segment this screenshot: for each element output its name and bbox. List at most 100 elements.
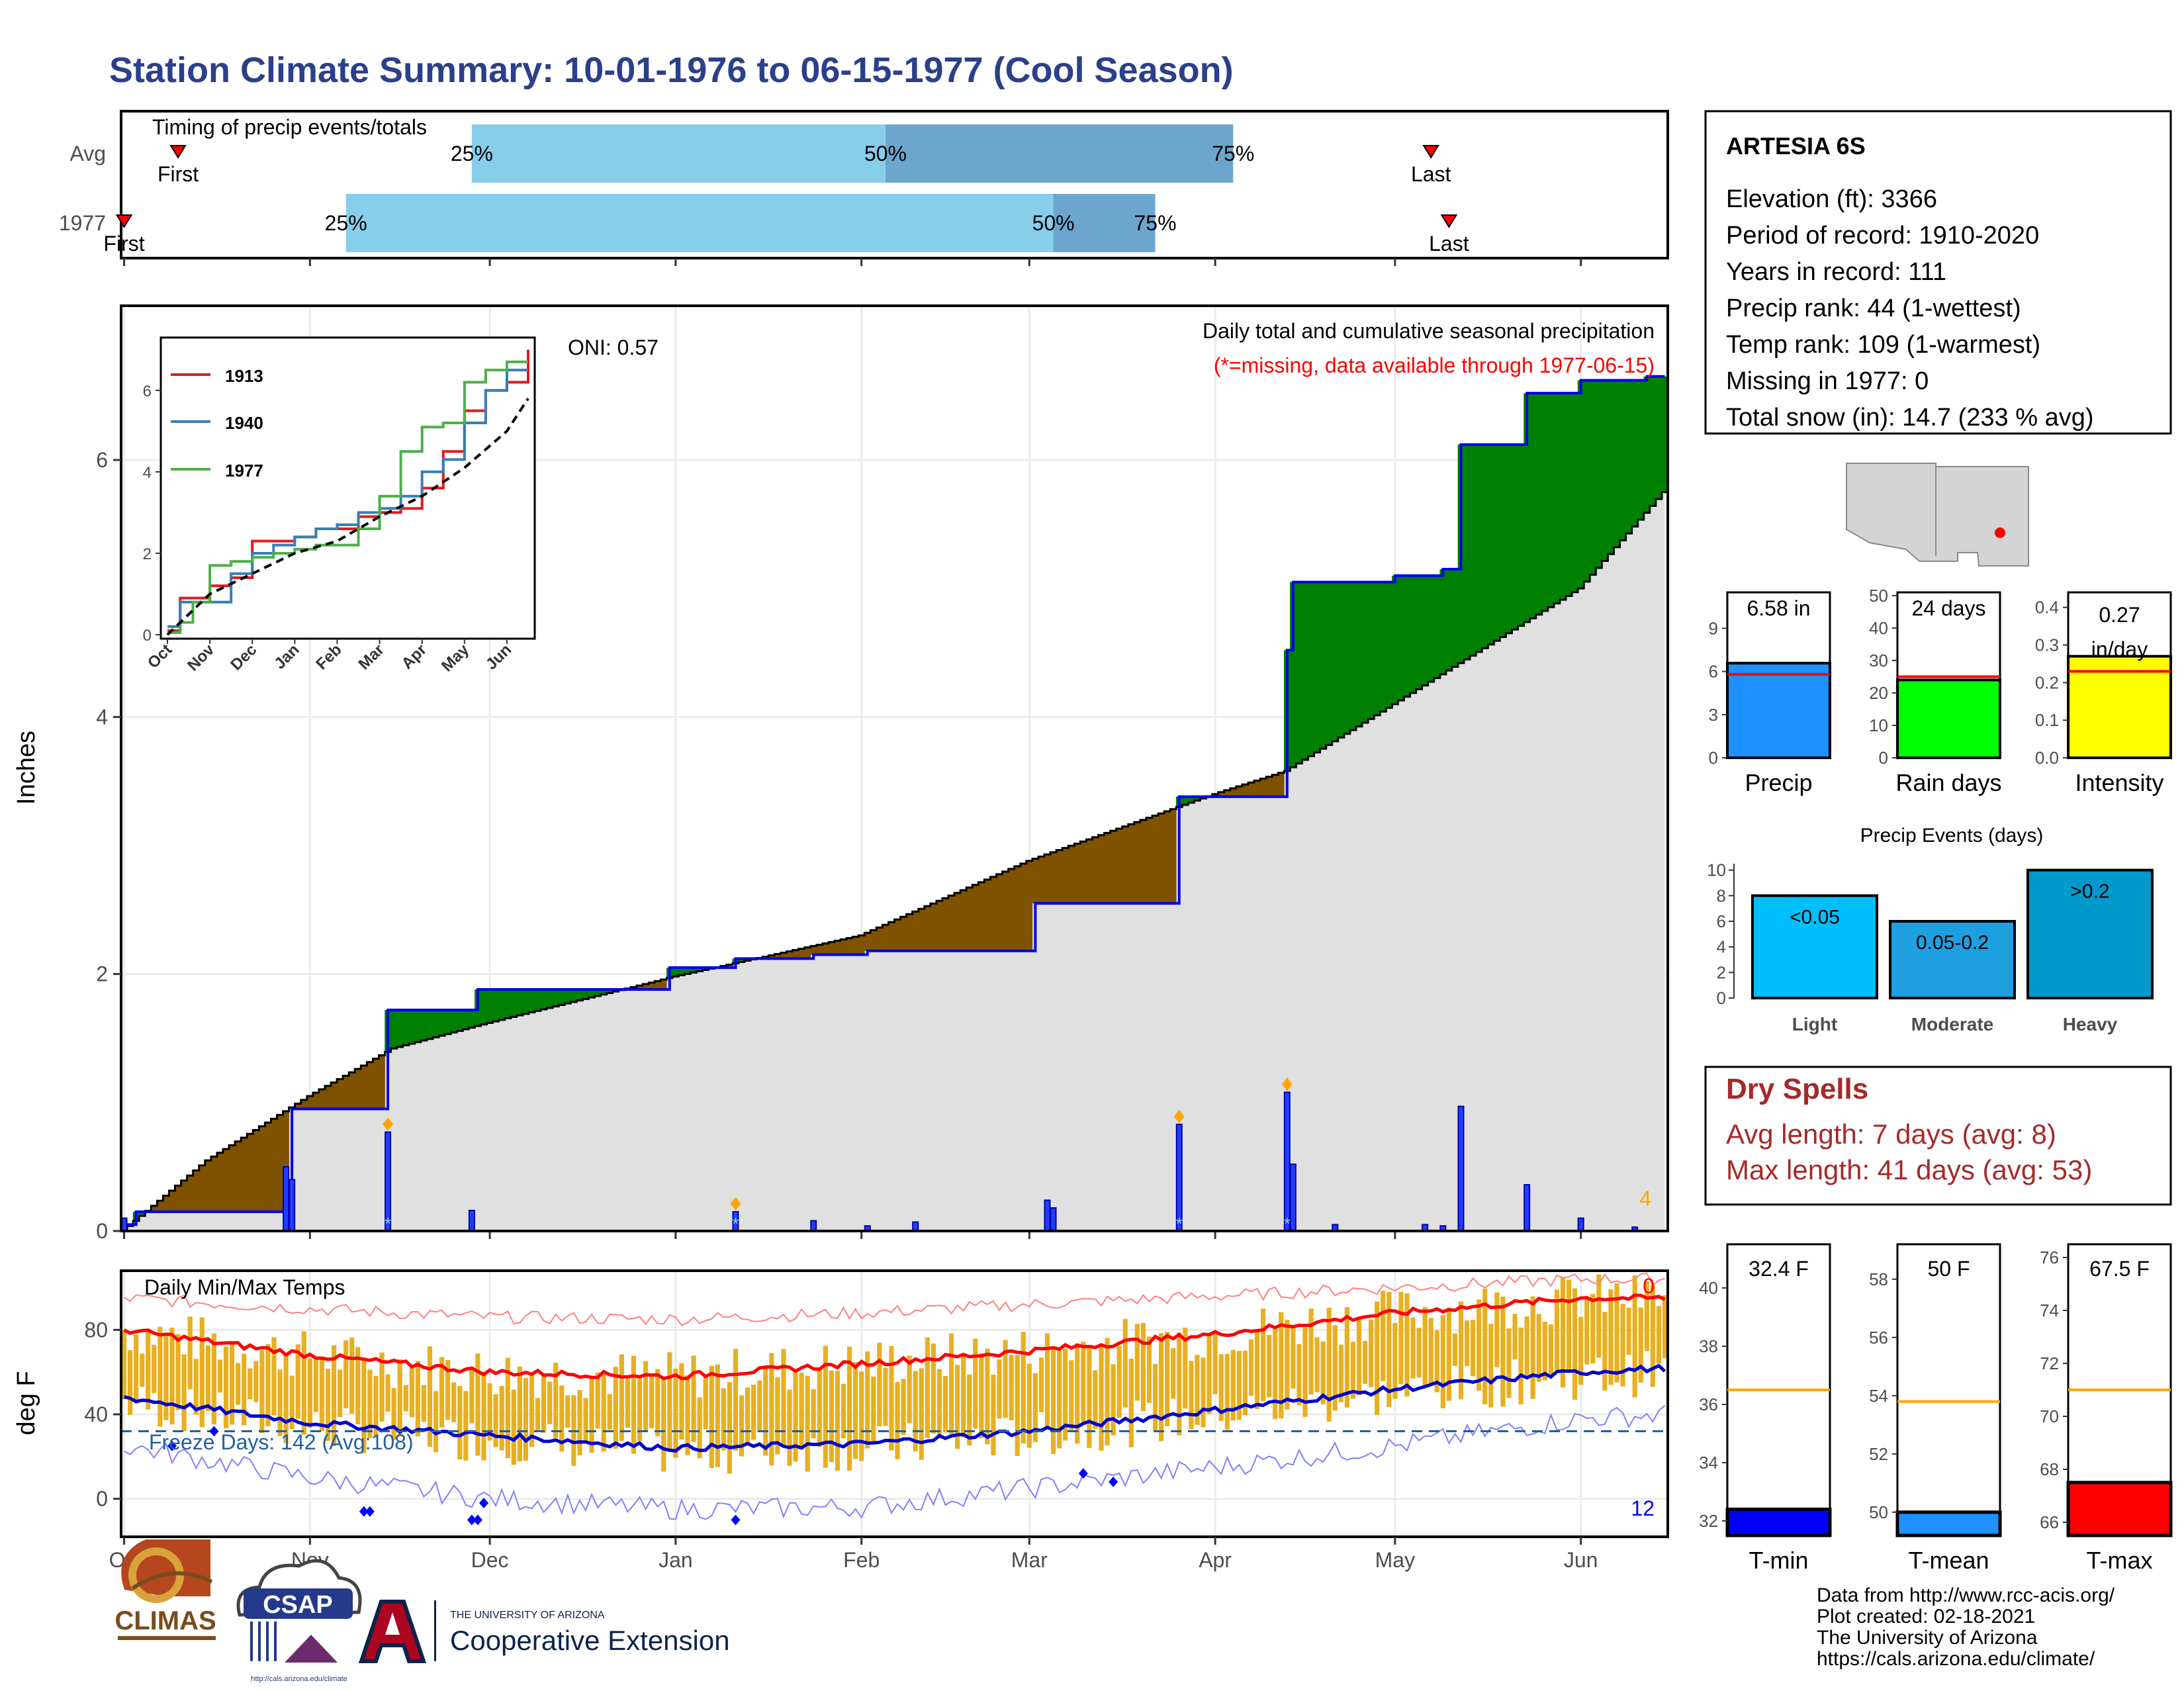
temp-bar-tick-label: 68 bbox=[2040, 1459, 2059, 1479]
daily-temp-bar bbox=[1531, 1297, 1535, 1399]
departure-fill-day bbox=[1296, 582, 1302, 763]
departure-fill-day bbox=[1374, 582, 1381, 715]
ua-logo-big-text: Cooperative Extension bbox=[450, 1625, 730, 1656]
precip-events-bar-label: 0.05-0.2 bbox=[1916, 932, 1989, 954]
summary-bar-value bbox=[1897, 680, 2000, 758]
daily-temp-bar bbox=[1093, 1370, 1097, 1429]
departure-fill-day bbox=[1068, 846, 1075, 903]
daily-temp-bar bbox=[614, 1367, 618, 1449]
summary-bar-category-label: Precip bbox=[1745, 769, 1812, 796]
departure-fill-day bbox=[1056, 850, 1063, 903]
daily-temp-bar bbox=[602, 1373, 606, 1451]
events-y-tick-label: 4 bbox=[1717, 937, 1726, 957]
temp-bar-category-label: T-max bbox=[2086, 1547, 2152, 1574]
precip-y-tick-label: 6 bbox=[96, 448, 108, 472]
daily-temp-bar bbox=[757, 1381, 762, 1432]
daily-temp-bar bbox=[679, 1363, 684, 1440]
daily-temp-bar bbox=[302, 1332, 306, 1435]
departure-fill-day bbox=[1320, 582, 1326, 749]
precip-missing-note: (*=missing, data available through 1977-… bbox=[1214, 353, 1655, 377]
timing-q50-label: 50% bbox=[1032, 211, 1075, 235]
temp-bar-tick-label: 34 bbox=[1699, 1453, 1718, 1473]
daily-temp-bar bbox=[314, 1359, 318, 1412]
departure-fill-day bbox=[259, 1126, 265, 1212]
csap-url: http://cals.arizona.edu/climate bbox=[251, 1675, 347, 1683]
daily-temp-bar bbox=[128, 1350, 132, 1415]
departure-fill-day bbox=[1625, 381, 1632, 533]
daily-temp-bar bbox=[565, 1395, 570, 1428]
daily-temp-bar bbox=[271, 1337, 276, 1415]
daily-temp-bar bbox=[277, 1369, 282, 1436]
daily-temp-bar bbox=[1494, 1293, 1499, 1367]
daily-temp-bar bbox=[937, 1369, 942, 1439]
daily-temp-bar bbox=[835, 1371, 840, 1471]
departure-fill-day bbox=[229, 1145, 236, 1212]
departure-fill-day bbox=[1020, 864, 1026, 951]
summary-bar-tick-label: 50 bbox=[1869, 586, 1888, 606]
departure-fill-day bbox=[978, 882, 985, 951]
departure-fill-day bbox=[1535, 393, 1542, 615]
departure-fill-day bbox=[469, 1010, 475, 1028]
freeze-days-label: Freeze Days: 142 (Avg:108) bbox=[149, 1430, 414, 1454]
daily-temp-bar bbox=[1410, 1318, 1415, 1379]
departure-fill-day bbox=[498, 989, 505, 1020]
departure-fill-day bbox=[1104, 833, 1111, 903]
credits-block: Data from http://www.rcc-acis.org/ Plot … bbox=[1817, 1584, 2115, 1670]
departure-fill-day bbox=[1164, 811, 1171, 903]
departure-fill-day bbox=[343, 1075, 349, 1109]
temp-bar-value bbox=[2068, 1483, 2171, 1535]
temp-bar-category-label: T-mean bbox=[1908, 1547, 1989, 1574]
daily-temp-bar bbox=[673, 1369, 678, 1458]
summary-bar-tick-label: 0 bbox=[1709, 748, 1718, 768]
daily-temp-bar bbox=[733, 1349, 738, 1451]
daily-temp-bar bbox=[1327, 1308, 1332, 1422]
daily-temp-bar bbox=[1225, 1354, 1230, 1430]
precip-y-tick-label: 0 bbox=[96, 1219, 108, 1243]
temp-title: Daily Min/Max Temps bbox=[144, 1275, 345, 1299]
daily-temp-bar bbox=[577, 1390, 582, 1455]
departure-fill-day bbox=[1350, 582, 1357, 730]
departure-fill-day bbox=[1439, 569, 1446, 674]
temp-x-tick-label: Mar bbox=[1011, 1548, 1048, 1572]
timing-q75-label: 75% bbox=[1134, 211, 1177, 235]
summary-bar-category-label: Intensity bbox=[2075, 769, 2163, 796]
cold-days-count: 12 bbox=[1631, 1496, 1655, 1520]
summary-bar-tick-label: 0 bbox=[1879, 748, 1888, 768]
departure-fill-day bbox=[1038, 856, 1045, 903]
daily-temp-bar bbox=[967, 1375, 972, 1445]
departure-fill-day bbox=[1386, 582, 1392, 708]
departure-fill-day bbox=[517, 989, 523, 1015]
daily-temp-bar bbox=[1488, 1324, 1493, 1407]
temp-x-tick-label: Apr bbox=[1199, 1548, 1232, 1572]
departure-fill-day bbox=[402, 1010, 409, 1045]
timing-first-label: First bbox=[158, 162, 199, 186]
daily-temp-bar bbox=[829, 1371, 834, 1462]
daily-temp-bar bbox=[1147, 1336, 1152, 1402]
departure-fill-day bbox=[1122, 827, 1128, 903]
departure-fill-day bbox=[1410, 576, 1416, 693]
daily-temp-bar bbox=[1308, 1308, 1313, 1394]
departure-fill-day bbox=[427, 1010, 433, 1039]
daily-temp-bar bbox=[410, 1367, 414, 1417]
daily-precip-bar bbox=[289, 1179, 295, 1231]
daily-temp-bar bbox=[1471, 1320, 1475, 1376]
daily-temp-bar bbox=[1105, 1338, 1109, 1445]
temp-bar-tick-label: 32 bbox=[1699, 1511, 1718, 1531]
daily-temp-bar bbox=[320, 1359, 324, 1431]
departure-fill-day bbox=[1584, 381, 1590, 582]
departure-fill-day bbox=[439, 1010, 445, 1036]
departure-fill-day bbox=[1110, 831, 1116, 903]
csap-logo: CSAP http://cals.arizona.edu/climate bbox=[238, 1561, 360, 1683]
daily-temp-bar bbox=[134, 1334, 138, 1403]
departure-fill-day bbox=[948, 895, 955, 951]
departure-fill-day bbox=[882, 925, 889, 950]
departure-fill-day bbox=[1116, 829, 1122, 903]
daily-temp-bar bbox=[1567, 1280, 1571, 1371]
daily-temp-bar bbox=[1543, 1322, 1547, 1380]
temp-y-label: deg F bbox=[13, 1371, 40, 1435]
events-y-tick-label: 8 bbox=[1717, 886, 1726, 905]
summary-bar-tick-label: 6 bbox=[1709, 662, 1718, 682]
